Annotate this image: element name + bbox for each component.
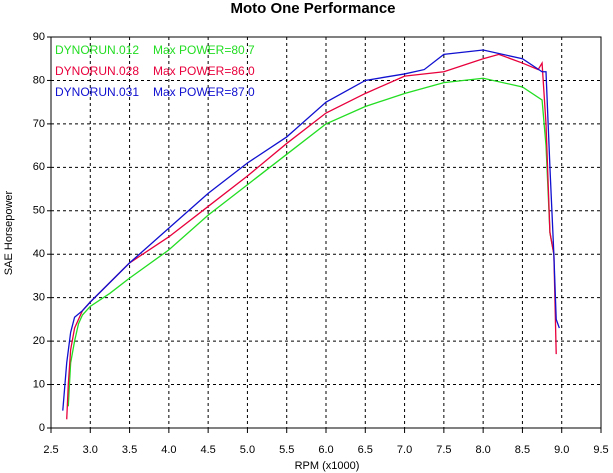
- legend-label: DYNORUN.028: [55, 64, 139, 78]
- x-tick-label: 5.0: [240, 444, 255, 456]
- x-tick-label: 8.0: [475, 444, 490, 456]
- y-tick-label: 60: [33, 161, 45, 173]
- legend-max-label: Max POWER=87.0: [153, 85, 255, 99]
- x-tick-label: 3.0: [83, 444, 98, 456]
- x-tick-label: 7.5: [436, 444, 451, 456]
- series-line: [67, 77, 555, 407]
- x-tick-label: 9.0: [554, 444, 569, 456]
- series-line: [66, 53, 557, 420]
- y-tick-label: 10: [33, 378, 45, 390]
- x-tick-label: 4.0: [161, 444, 176, 456]
- legend-label: DYNORUN.012: [55, 43, 139, 57]
- y-tick-label: 0: [39, 422, 45, 434]
- x-tick-label: 3.5: [122, 444, 137, 456]
- y-tick-label: 90: [33, 31, 45, 43]
- legend-max-label: Max POWER=86.0: [153, 64, 255, 78]
- y-tick-label: 30: [33, 292, 45, 304]
- y-tick-label: 80: [33, 74, 45, 86]
- y-tick-label: 70: [33, 118, 45, 130]
- plot-frame: [50, 36, 602, 429]
- y-tick-label: 40: [33, 248, 45, 260]
- legend-max-label: Max POWER=80.7: [153, 43, 255, 57]
- legend-label: DYNORUN.031: [55, 85, 139, 99]
- chart-title: Moto One Performance: [230, 0, 395, 17]
- x-tick-label: 9.5: [593, 444, 608, 456]
- x-tick-label: 2.5: [43, 444, 58, 456]
- x-tick-label: 7.0: [397, 444, 412, 456]
- x-tick-label: 4.5: [200, 444, 215, 456]
- series-line: [62, 49, 560, 411]
- x-tick-label: 8.5: [515, 444, 530, 456]
- y-tick-label: 20: [33, 335, 45, 347]
- x-tick-label: 6.0: [318, 444, 333, 456]
- y-axis-label: SAE Horsepower: [3, 190, 15, 275]
- x-tick-label: 5.5: [279, 444, 294, 456]
- x-tick-label: 6.5: [358, 444, 373, 456]
- x-axis-label: RPM (x1000): [295, 460, 360, 472]
- y-tick-label: 50: [33, 205, 45, 217]
